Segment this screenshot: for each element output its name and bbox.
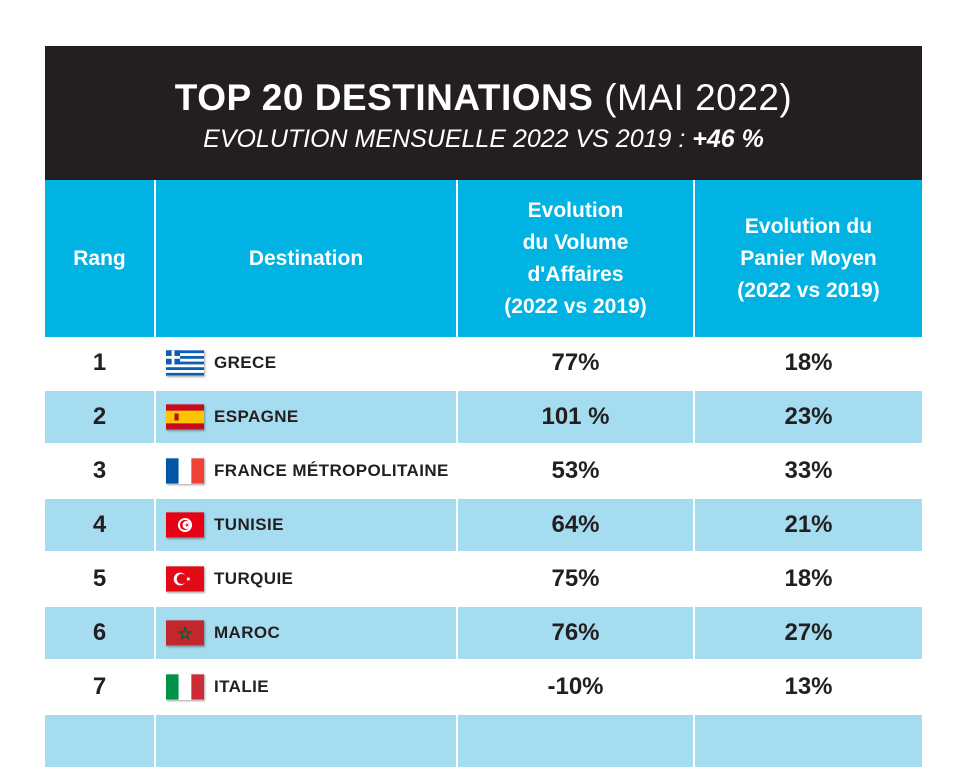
panier-cell	[693, 714, 922, 769]
rank-cell: 7	[45, 660, 155, 715]
volume-cell: 76%	[456, 606, 694, 661]
rank-cell: 6	[45, 606, 155, 661]
panier-cell: 33%	[693, 444, 922, 499]
table-header-row: Rang Destination Evolution du Volume d'A…	[45, 180, 922, 337]
panier-cell: 18%	[693, 552, 922, 607]
panier-cell: 13%	[693, 660, 922, 715]
col-header-volume-line: (2022 vs 2019)	[504, 294, 647, 318]
spain-flag-icon	[166, 404, 204, 430]
italy-flag-icon	[166, 674, 204, 700]
tunisia-flag-icon	[166, 512, 204, 538]
title-period: (MAI 2022)	[604, 77, 793, 118]
panier-cell: 27%	[693, 606, 922, 661]
destination-cell: FRANCE MÉTROPOLITAINE	[154, 444, 457, 499]
volume-cell: 53%	[456, 444, 694, 499]
col-header-panier: Evolution du Panier Moyen (2022 vs 2019)	[693, 180, 922, 337]
destination-cell: ITALIE	[154, 660, 457, 715]
col-header-volume-line: d'Affaires	[527, 262, 624, 286]
country-name: TURQUIE	[214, 569, 294, 588]
volume-cell: 77%	[456, 337, 694, 391]
country-name: ITALIE	[214, 677, 269, 696]
turkey-flag-icon	[166, 566, 204, 592]
col-header-rang: Rang	[45, 180, 155, 337]
rank-cell: 5	[45, 552, 155, 607]
rank-cell: 2	[45, 390, 155, 445]
rank-cell: 3	[45, 444, 155, 499]
greece-flag-icon	[166, 350, 204, 376]
page-title: TOP 20 DESTINATIONS (MAI 2022)	[45, 78, 922, 118]
country-name: MAROC	[214, 623, 281, 642]
volume-cell: 101 %	[456, 390, 694, 445]
table-row: 5 TURQUIE 75% 18%	[45, 552, 922, 607]
table-row: 2 ESPAGNE 101 % 23%	[45, 390, 922, 445]
destination-cell: TURQUIE	[154, 552, 457, 607]
subtitle-value: +46 %	[692, 125, 764, 153]
volume-cell: 75%	[456, 552, 694, 607]
country-name: GRECE	[214, 353, 277, 372]
col-header-panier-line: Evolution du	[744, 214, 873, 238]
rank-cell: 4	[45, 498, 155, 553]
volume-cell	[456, 714, 694, 769]
table-row: 6 MAROC 76% 27%	[45, 606, 922, 661]
panier-cell: 23%	[693, 390, 922, 445]
rank-cell: 1	[45, 337, 155, 391]
destination-cell: MAROC	[154, 606, 457, 661]
subtitle: EVOLUTION MENSUELLE 2022 VS 2019 : +46 %	[45, 124, 922, 154]
rank-cell	[45, 714, 155, 769]
table-row: 7 ITALIE -10% 13%	[45, 660, 922, 715]
destination-cell: GRECE	[154, 337, 457, 391]
destination-cell	[154, 714, 457, 769]
panier-cell: 21%	[693, 498, 922, 553]
col-header-panier-line: (2022 vs 2019)	[737, 278, 880, 302]
country-name: FRANCE MÉTROPOLITAINE	[214, 461, 449, 480]
country-name: TUNISIE	[214, 515, 284, 534]
destinations-sheet: TOP 20 DESTINATIONS (MAI 2022) EVOLUTION…	[45, 46, 922, 769]
subtitle-text: EVOLUTION MENSUELLE 2022 VS 2019 :	[203, 125, 686, 153]
volume-cell: 64%	[456, 498, 694, 553]
france-flag-icon	[166, 458, 204, 484]
table-row-partial	[45, 714, 922, 769]
table-row: 4 TUNISIE 64% 21%	[45, 498, 922, 553]
col-header-volume-line: du Volume	[522, 230, 629, 254]
col-header-volume-line: Evolution	[527, 198, 624, 222]
destinations-table: Rang Destination Evolution du Volume d'A…	[45, 180, 922, 769]
col-header-panier-line: Panier Moyen	[740, 246, 877, 270]
morocco-flag-icon	[166, 620, 204, 646]
panier-cell: 18%	[693, 337, 922, 391]
destination-cell: ESPAGNE	[154, 390, 457, 445]
col-header-destination: Destination	[154, 180, 457, 337]
title-main: TOP 20 DESTINATIONS	[174, 77, 594, 118]
table-row: 3 FRANCE MÉTROPOLITAINE 53% 33%	[45, 444, 922, 499]
volume-cell: -10%	[456, 660, 694, 715]
title-banner: TOP 20 DESTINATIONS (MAI 2022) EVOLUTION…	[45, 46, 922, 180]
destination-cell: TUNISIE	[154, 498, 457, 553]
col-header-volume: Evolution du Volume d'Affaires (2022 vs …	[456, 180, 694, 337]
country-name: ESPAGNE	[214, 407, 299, 426]
table-row: 1 GRECE	[45, 337, 922, 391]
